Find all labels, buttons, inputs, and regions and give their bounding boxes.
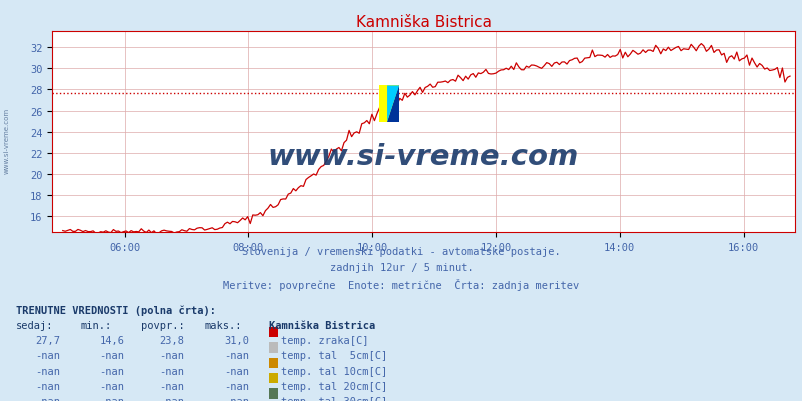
Text: Slovenija / vremenski podatki - avtomatske postaje.: Slovenija / vremenski podatki - avtomats… xyxy=(242,247,560,257)
Text: -nan: -nan xyxy=(35,350,60,360)
Text: -nan: -nan xyxy=(99,350,124,360)
Text: zadnjih 12ur / 5 minut.: zadnjih 12ur / 5 minut. xyxy=(329,262,473,272)
Text: -nan: -nan xyxy=(160,396,184,401)
Text: 27,7: 27,7 xyxy=(35,335,60,345)
Text: povpr.:: povpr.: xyxy=(140,320,184,330)
Text: -nan: -nan xyxy=(160,350,184,360)
Text: maks.:: maks.: xyxy=(205,320,242,330)
Text: temp. zraka[C]: temp. zraka[C] xyxy=(281,335,368,345)
Text: -nan: -nan xyxy=(99,381,124,391)
Text: Meritve: povprečne  Enote: metrične  Črta: zadnja meritev: Meritve: povprečne Enote: metrične Črta:… xyxy=(223,278,579,290)
Text: -nan: -nan xyxy=(35,366,60,376)
Text: TRENUTNE VREDNOSTI (polna črta):: TRENUTNE VREDNOSTI (polna črta): xyxy=(16,305,216,315)
Text: min.:: min.: xyxy=(80,320,111,330)
Polygon shape xyxy=(387,86,399,122)
Text: -nan: -nan xyxy=(99,366,124,376)
Text: 14,6: 14,6 xyxy=(99,335,124,345)
Text: temp. tal  5cm[C]: temp. tal 5cm[C] xyxy=(281,350,387,360)
Text: -nan: -nan xyxy=(224,366,249,376)
Title: Kamniška Bistrica: Kamniška Bistrica xyxy=(355,14,491,30)
Text: -nan: -nan xyxy=(224,396,249,401)
Text: 31,0: 31,0 xyxy=(224,335,249,345)
Text: www.si-vreme.com: www.si-vreme.com xyxy=(3,107,10,173)
Text: -nan: -nan xyxy=(35,381,60,391)
Text: sedaj:: sedaj: xyxy=(16,320,54,330)
Text: -nan: -nan xyxy=(35,396,60,401)
Text: temp. tal 20cm[C]: temp. tal 20cm[C] xyxy=(281,381,387,391)
Text: -nan: -nan xyxy=(160,366,184,376)
Text: www.si-vreme.com: www.si-vreme.com xyxy=(268,142,578,170)
Text: -nan: -nan xyxy=(99,396,124,401)
Text: Kamniška Bistrica: Kamniška Bistrica xyxy=(269,320,375,330)
Text: -nan: -nan xyxy=(160,381,184,391)
Text: -nan: -nan xyxy=(224,350,249,360)
Text: temp. tal 10cm[C]: temp. tal 10cm[C] xyxy=(281,366,387,376)
Text: -nan: -nan xyxy=(224,381,249,391)
Polygon shape xyxy=(387,86,399,122)
Text: 23,8: 23,8 xyxy=(160,335,184,345)
Text: temp. tal 30cm[C]: temp. tal 30cm[C] xyxy=(281,396,387,401)
